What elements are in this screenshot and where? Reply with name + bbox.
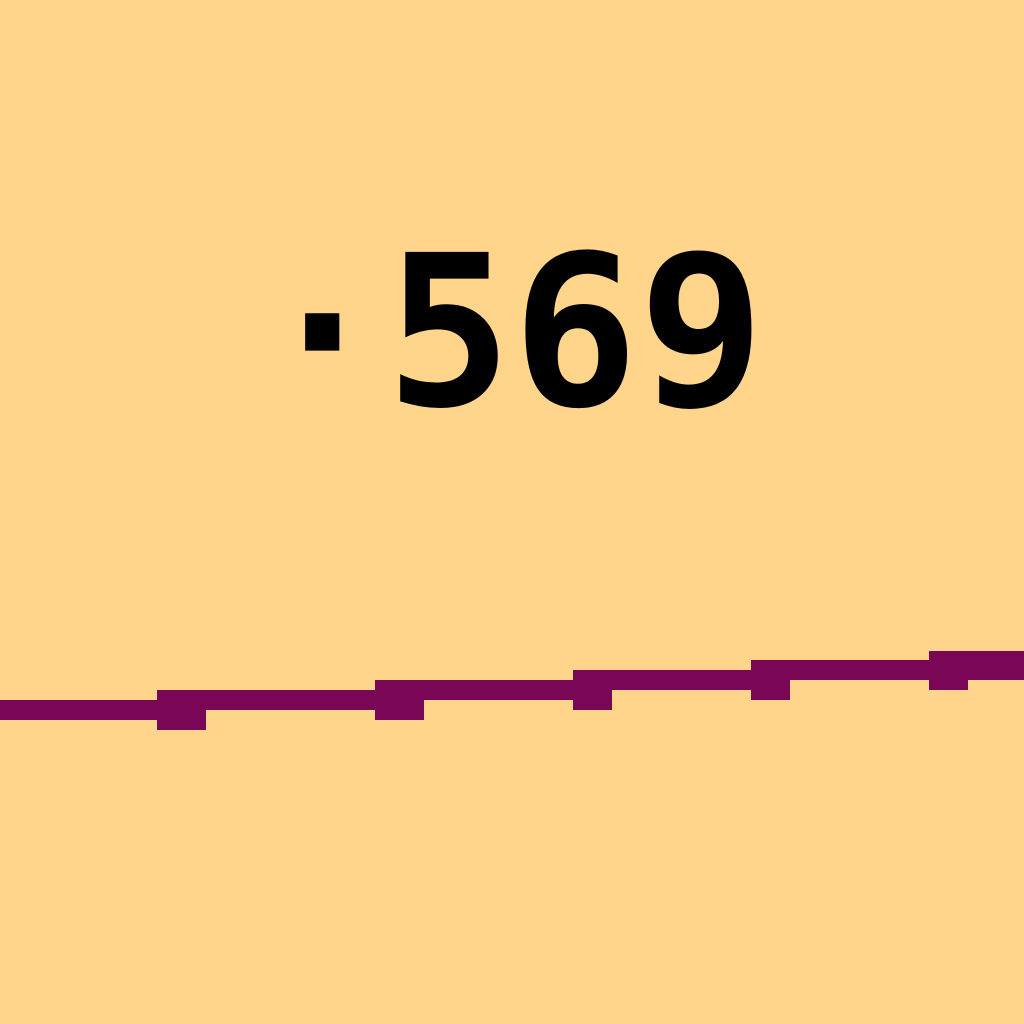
line-steps — [0, 651, 1024, 730]
value-label: ·569 — [259, 210, 765, 455]
